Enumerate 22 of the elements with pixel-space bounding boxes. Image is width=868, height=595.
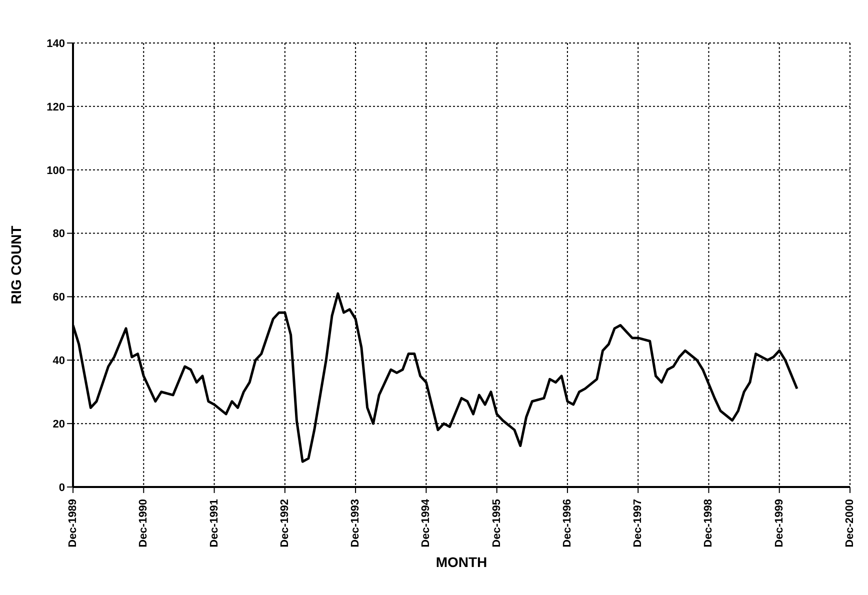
y-tick-label: 140 [46, 38, 65, 50]
x-tick-label: Dec-1991 [208, 499, 220, 548]
x-tick-label: Dec-1993 [350, 499, 362, 548]
y-tick-label: 40 [52, 355, 65, 368]
y-tick-label: 120 [46, 101, 65, 114]
y-axis-title: RIG COUNT [8, 225, 24, 304]
x-tick-label: Dec-1999 [773, 499, 786, 548]
y-tick-label: 80 [52, 228, 65, 240]
x-tick-label: Dec-1990 [138, 499, 150, 548]
y-tick-label: 20 [52, 418, 65, 430]
y-tick-label: 0 [58, 482, 65, 494]
x-tick-label: Dec-1994 [420, 498, 432, 548]
x-tick-label: Dec-1998 [702, 499, 715, 548]
y-tick-label: 60 [52, 292, 65, 304]
x-tick-label: Dec-1992 [278, 499, 291, 548]
x-tick-label: Dec-1997 [632, 499, 644, 548]
x-tick-label: Dec-2000 [844, 499, 856, 548]
x-axis-title: MONTH [436, 554, 488, 570]
x-tick-label: Dec-1989 [67, 499, 79, 548]
y-tick-label: 100 [46, 164, 65, 177]
x-tick-label: Dec-1996 [561, 499, 574, 548]
x-tick-label: Dec-1995 [490, 499, 503, 548]
